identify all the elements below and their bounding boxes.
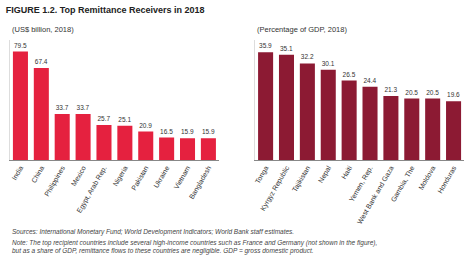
svg-text:32.2: 32.2 — [301, 53, 314, 60]
svg-text:21.3: 21.3 — [384, 86, 397, 93]
svg-text:20.5: 20.5 — [426, 89, 439, 96]
svg-text:20.9: 20.9 — [139, 122, 152, 129]
svg-text:Kyrgyz Republic: Kyrgyz Republic — [259, 164, 291, 212]
svg-text:India: India — [11, 165, 25, 182]
svg-text:67.4: 67.4 — [35, 58, 48, 65]
svg-text:Pakistan: Pakistan — [130, 165, 150, 192]
svg-text:Mexico: Mexico — [70, 165, 87, 188]
svg-text:Sources: International Monetar: Sources: International Monetary Fund; Wo… — [12, 228, 294, 236]
svg-text:FIGURE 1.2. Top Remittance Rec: FIGURE 1.2. Top Remittance Receivers in … — [6, 5, 205, 15]
svg-text:West Bank and Gaza: West Bank and Gaza — [356, 165, 395, 226]
svg-text:35.9: 35.9 — [259, 42, 272, 49]
svg-text:Nigeria: Nigeria — [112, 165, 130, 188]
svg-text:15.9: 15.9 — [181, 128, 194, 135]
svg-text:Gambia, The: Gambia, The — [389, 165, 415, 204]
svg-text:Egypt, Arab Rep.: Egypt, Arab Rep. — [75, 165, 108, 215]
svg-text:Vietnam: Vietnam — [173, 165, 192, 191]
svg-text:Note: The top recipient countr: Note: The top recipient countries includ… — [12, 239, 377, 255]
svg-text:Tonga: Tonga — [254, 165, 271, 186]
svg-text:19.6: 19.6 — [447, 91, 460, 98]
svg-text:Bangladesh: Bangladesh — [188, 165, 213, 201]
svg-text:20.5: 20.5 — [405, 89, 418, 96]
svg-text:Moldova: Moldova — [417, 165, 436, 192]
svg-text:(US$ billion, 2018): (US$ billion, 2018) — [12, 25, 74, 34]
svg-text:33.7: 33.7 — [56, 104, 69, 111]
svg-text:79.5: 79.5 — [14, 42, 27, 49]
svg-text:26.5: 26.5 — [343, 71, 356, 78]
svg-text:33.7: 33.7 — [77, 104, 90, 111]
svg-text:16.5: 16.5 — [160, 128, 173, 135]
svg-text:Yemen, Rep.: Yemen, Rep. — [348, 165, 375, 204]
svg-text:(Percentage of GDP, 2018): (Percentage of GDP, 2018) — [257, 25, 347, 34]
svg-text:Haiti: Haiti — [340, 164, 353, 180]
svg-text:35.1: 35.1 — [280, 45, 293, 52]
svg-text:Honduras: Honduras — [436, 164, 457, 194]
svg-text:Ukraine: Ukraine — [152, 165, 170, 189]
svg-text:China: China — [30, 165, 45, 184]
svg-text:30.1: 30.1 — [322, 60, 335, 67]
svg-text:25.7: 25.7 — [97, 115, 110, 122]
svg-text:Nepal: Nepal — [317, 164, 333, 184]
svg-text:Tajikistan: Tajikistan — [291, 165, 312, 194]
svg-text:24.4: 24.4 — [364, 77, 377, 84]
svg-text:15.9: 15.9 — [202, 128, 215, 135]
svg-text:25.1: 25.1 — [118, 116, 131, 123]
svg-text:Philippines: Philippines — [43, 164, 67, 198]
